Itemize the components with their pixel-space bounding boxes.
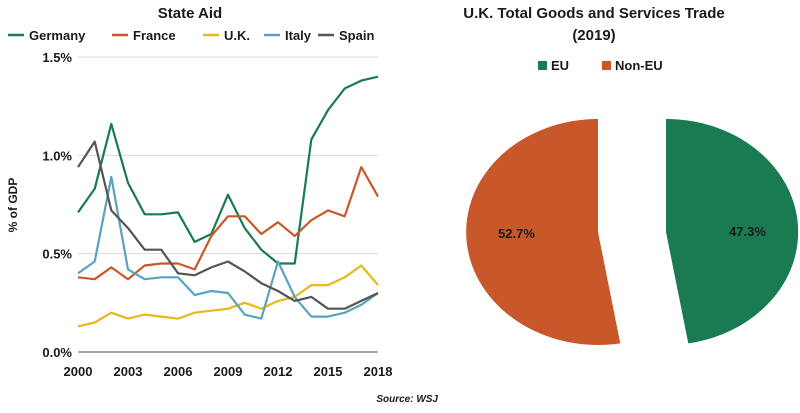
line-chart-gridlines: [78, 56, 378, 255]
y-tick-label: 1.0%: [42, 148, 72, 163]
legend-item-eu: EU: [538, 58, 569, 73]
legend-item-germany: Germany: [8, 28, 86, 43]
line-chart-series: [77, 75, 379, 328]
legend-label: Germany: [29, 28, 86, 43]
pie-data-label: 52.7%: [498, 226, 535, 241]
x-tick-label: 2015: [314, 364, 343, 379]
pie-slice-eu: [666, 118, 799, 344]
x-tick-label: 2003: [114, 364, 143, 379]
line-chart-y-axis-label: % of GDP: [6, 178, 20, 233]
pie-chart-subtitle: (2019): [572, 27, 615, 44]
legend-label: EU: [551, 58, 569, 73]
line-chart-y-tick-labels: 0.0% 0.5% 1.0% 1.5%: [42, 50, 72, 360]
legend-item-france: France: [112, 28, 176, 43]
x-tick-label: 2009: [214, 364, 243, 379]
legend-swatch: [602, 61, 611, 70]
x-tick-label: 2018: [364, 364, 393, 379]
legend-item-uk: U.K.: [203, 28, 250, 43]
series-line-italy: [77, 175, 379, 320]
legend-item-italy: Italy: [264, 28, 312, 43]
line-chart-x-tick-labels: 2000 2003 2006 2009 2012 2015 2018: [64, 364, 393, 379]
y-tick-label: 1.5%: [42, 50, 72, 65]
y-tick-label: 0.0%: [42, 345, 72, 360]
line-chart-title: State Aid: [158, 5, 222, 22]
series-line-uk: [77, 264, 379, 328]
pie-slice-noneu: [466, 119, 621, 345]
series-line-france: [77, 166, 379, 281]
pie-chart-legend: EU Non-EU: [538, 58, 663, 73]
x-tick-label: 2012: [264, 364, 293, 379]
legend-label: Italy: [285, 28, 312, 43]
line-chart: State Aid Germany France U.K. Italy Spain 0.…: [6, 5, 392, 379]
y-tick-label: 0.5%: [42, 247, 72, 262]
legend-label: Non-EU: [615, 58, 663, 73]
pie-chart-slices: 47.3% 52.7%: [466, 118, 799, 345]
source-note: Source: WSJ: [376, 394, 438, 405]
pie-data-label: 47.3%: [729, 224, 766, 239]
line-chart-legend: Germany France U.K. Italy Spain: [8, 28, 374, 43]
pie-chart: U.K. Total Goods and Services Trade (201…: [463, 5, 799, 345]
legend-label: Spain: [339, 28, 374, 43]
legend-label: U.K.: [224, 28, 250, 43]
legend-label: France: [133, 28, 176, 43]
x-tick-label: 2000: [64, 364, 93, 379]
legend-item-spain: Spain: [318, 28, 374, 43]
series-line-spain: [77, 140, 379, 310]
legend-swatch: [538, 61, 547, 70]
legend-item-noneu: Non-EU: [602, 58, 663, 73]
series-line-germany: [77, 75, 379, 265]
x-tick-label: 2006: [164, 364, 193, 379]
pie-chart-title: U.K. Total Goods and Services Trade: [463, 5, 724, 22]
